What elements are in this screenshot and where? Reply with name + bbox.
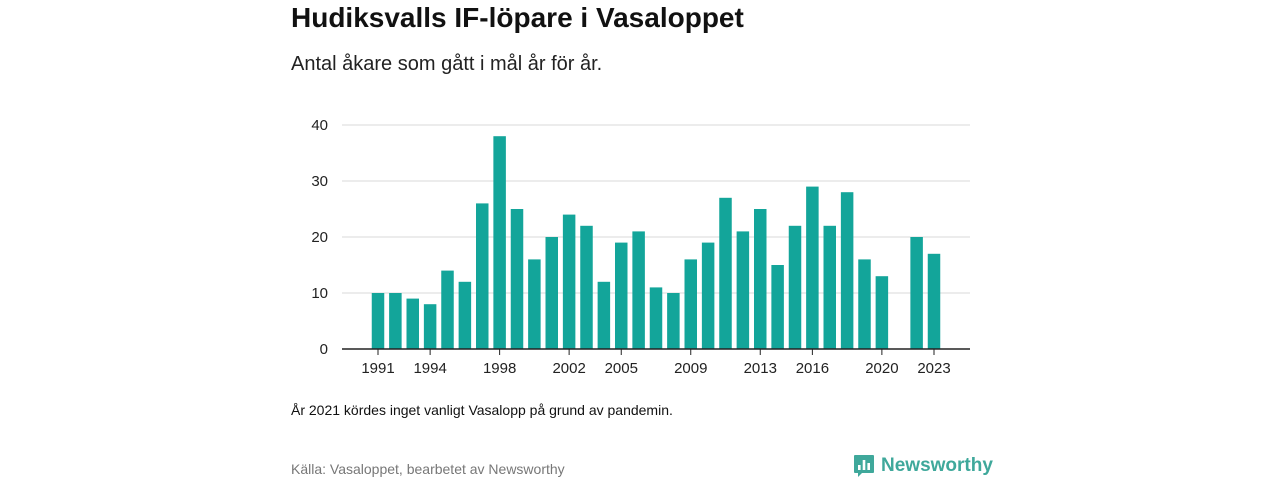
bar-2012 — [736, 231, 750, 349]
y-tick-label: 30 — [311, 173, 328, 190]
axes — [342, 348, 970, 355]
y-tick-label: 0 — [320, 341, 328, 358]
bar-2006 — [632, 231, 645, 349]
chart-title: Hudiksvalls IF-löpare i Vasaloppet — [291, 2, 744, 33]
bar-1992 — [389, 293, 402, 349]
logo-text: Newsworthy — [881, 455, 993, 476]
chart-subtitle: Antal åkare som gått i mål år för år. — [291, 53, 603, 75]
bar-2023 — [927, 253, 941, 349]
bar-1994 — [423, 304, 437, 349]
bar-2011 — [719, 197, 732, 349]
bar-1996 — [458, 281, 472, 349]
bars — [371, 136, 941, 349]
x-tick-label: 1991 — [361, 360, 394, 377]
bar-1999 — [510, 209, 524, 349]
x-tick-label: 2005 — [605, 360, 638, 377]
y-tick-label: 20 — [311, 229, 328, 246]
x-tick-label: 1998 — [483, 360, 516, 377]
tick-labels: 0 10 20 30 40 1991 1994 1998 2002 2005 2009 2013 201… — [311, 117, 950, 377]
bar-2020 — [875, 276, 889, 349]
bar-chart: 0 10 20 30 40 1991 1994 1998 2002 2005 2009 2013 201… — [311, 117, 970, 377]
bar-2003 — [580, 225, 593, 349]
bar-2017 — [823, 225, 836, 349]
bar-2016 — [806, 186, 819, 349]
bar-2009 — [684, 259, 697, 349]
y-tick-label: 10 — [311, 285, 328, 302]
bar-1991 — [371, 293, 385, 349]
bar-2015 — [788, 225, 802, 349]
bar-2002 — [562, 214, 576, 349]
bar-2001 — [545, 237, 558, 349]
y-tick-label: 40 — [311, 117, 328, 134]
bar-2005 — [615, 242, 628, 349]
x-tick-label: 2016 — [796, 360, 829, 377]
x-tick-label: 2009 — [674, 360, 707, 377]
bar-2013 — [754, 209, 767, 349]
bar-2000 — [528, 259, 541, 349]
x-tick-label: 2013 — [744, 360, 777, 377]
x-tick-label: 2023 — [917, 360, 950, 377]
bar-2019 — [858, 259, 871, 349]
bar-2010 — [701, 242, 715, 349]
gridlines — [342, 124, 970, 294]
bar-2004 — [597, 281, 611, 349]
bar-2007 — [649, 287, 663, 349]
source-text: Källa: Vasaloppet, bearbetet av Newswort… — [291, 461, 565, 477]
newsworthy-logo-icon — [854, 455, 874, 477]
footnote: År 2021 kördes inget vanligt Vasalopp på… — [291, 402, 673, 418]
bar-2008 — [667, 293, 680, 349]
x-tick-label: 1994 — [413, 360, 446, 377]
bar-1998 — [493, 136, 506, 349]
bar-1995 — [441, 270, 454, 349]
bar-2014 — [771, 265, 784, 349]
bar-2022 — [910, 237, 923, 349]
bar-1997 — [476, 203, 489, 349]
newsworthy-logo: Newsworthy — [853, 453, 993, 479]
x-tick-label: 2020 — [865, 360, 898, 377]
x-tick-label: 2002 — [552, 360, 585, 377]
bar-1993 — [406, 298, 419, 349]
bar-2018 — [840, 192, 854, 349]
